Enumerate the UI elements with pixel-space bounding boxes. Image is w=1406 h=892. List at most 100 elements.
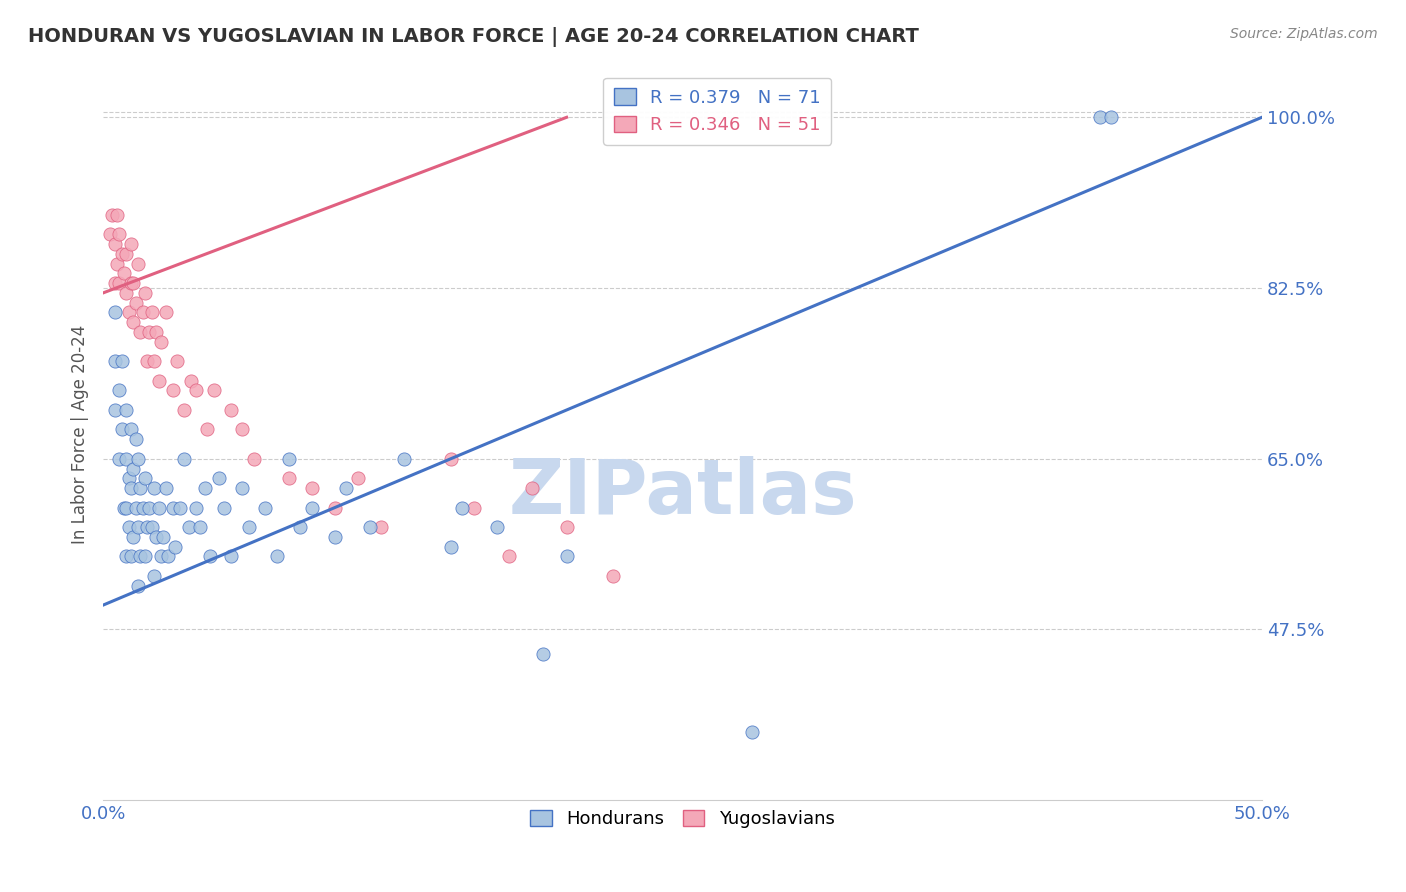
Point (134, 471, 156, 485)
Point (231, 481, 253, 495)
Point (498, 549, 520, 564)
Point (127, 451, 149, 466)
Point (155, 481, 177, 495)
Point (202, 384, 225, 398)
Point (198, 549, 221, 564)
Point (108, 227, 131, 242)
Legend: Hondurans, Yugoslavians: Hondurans, Yugoslavians (523, 803, 842, 835)
Point (104, 354, 127, 368)
Point (169, 500, 191, 515)
Point (520, 481, 543, 495)
Point (134, 549, 156, 564)
Point (323, 530, 346, 544)
Point (127, 257, 149, 271)
Point (120, 237, 142, 252)
Point (104, 305, 127, 319)
Point (143, 354, 166, 368)
Point (104, 276, 127, 290)
Point (124, 432, 146, 446)
Point (120, 276, 142, 290)
Point (440, 451, 463, 466)
Point (152, 530, 174, 544)
Point (242, 451, 264, 466)
Point (288, 520, 311, 534)
Point (463, 500, 485, 515)
Point (127, 520, 149, 534)
Point (104, 237, 127, 252)
Point (486, 520, 509, 534)
Point (162, 384, 184, 398)
Point (129, 325, 152, 339)
Point (111, 354, 134, 368)
Point (301, 481, 323, 495)
Point (173, 451, 195, 466)
Point (138, 325, 160, 339)
Point (141, 520, 163, 534)
Point (359, 520, 381, 534)
Point (335, 481, 357, 495)
Y-axis label: In Labor Force | Age 20-24: In Labor Force | Age 20-24 (72, 325, 89, 544)
Point (134, 285, 156, 300)
Point (741, 725, 763, 739)
Point (533, 647, 555, 661)
Point (138, 500, 160, 515)
Point (124, 500, 146, 515)
Point (231, 422, 253, 436)
Point (124, 295, 146, 310)
Point (150, 549, 173, 564)
Point (180, 374, 202, 388)
Point (184, 384, 207, 398)
Point (101, 208, 124, 222)
Point (347, 471, 370, 485)
Point (115, 247, 138, 261)
Point (155, 305, 177, 319)
Point (104, 403, 127, 417)
Point (157, 549, 180, 564)
Point (115, 403, 138, 417)
Point (194, 481, 217, 495)
Point (120, 549, 142, 564)
Point (143, 481, 166, 495)
Point (131, 500, 153, 515)
Point (162, 500, 184, 515)
Point (131, 305, 153, 319)
Point (108, 384, 131, 398)
Point (150, 334, 173, 349)
Point (111, 247, 134, 261)
Point (370, 520, 392, 534)
Point (394, 451, 416, 466)
Point (266, 549, 288, 564)
Text: Source: ZipAtlas.com: Source: ZipAtlas.com (1230, 27, 1378, 41)
Point (173, 403, 195, 417)
Point (115, 549, 138, 564)
Point (136, 354, 159, 368)
Point (136, 520, 159, 534)
Point (208, 471, 231, 485)
Point (277, 451, 299, 466)
Point (1088, 111, 1111, 125)
Point (105, 257, 128, 271)
Point (148, 500, 170, 515)
Point (129, 481, 152, 495)
Point (219, 549, 242, 564)
Point (115, 500, 138, 515)
Point (219, 403, 242, 417)
Point (190, 520, 212, 534)
Point (238, 520, 260, 534)
Point (105, 208, 128, 222)
Point (143, 569, 166, 583)
Point (117, 520, 139, 534)
Point (451, 500, 474, 515)
Point (127, 578, 149, 592)
Point (277, 471, 299, 485)
Point (440, 540, 463, 554)
Point (301, 500, 323, 515)
Point (120, 481, 142, 495)
Point (115, 451, 138, 466)
Point (212, 500, 235, 515)
Point (112, 266, 135, 280)
Point (115, 285, 138, 300)
Point (254, 500, 277, 515)
Point (177, 520, 200, 534)
Point (117, 471, 139, 485)
